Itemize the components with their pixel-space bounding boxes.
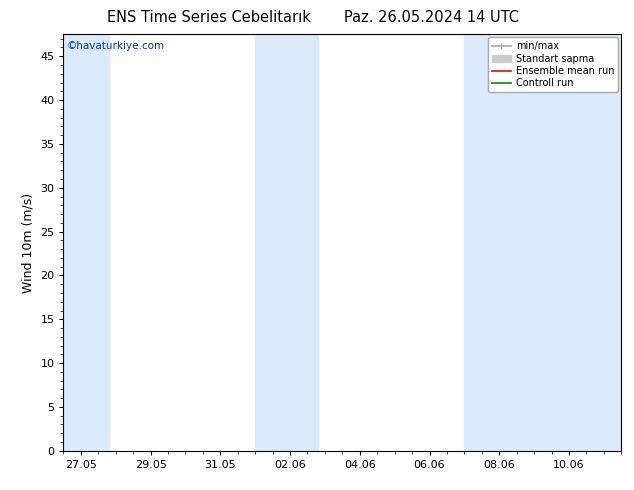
Bar bbox=[464, 34, 621, 451]
Bar bbox=[255, 34, 318, 451]
Text: ENS Time Series Cebelitarık: ENS Time Series Cebelitarık bbox=[107, 10, 311, 25]
Text: Paz. 26.05.2024 14 UTC: Paz. 26.05.2024 14 UTC bbox=[344, 10, 519, 25]
Bar bbox=[63, 34, 109, 451]
Text: ©havaturkiye.com: ©havaturkiye.com bbox=[66, 41, 164, 50]
Legend: min/max, Standart sapma, Ensemble mean run, Controll run: min/max, Standart sapma, Ensemble mean r… bbox=[488, 37, 618, 92]
Y-axis label: Wind 10m (m/s): Wind 10m (m/s) bbox=[22, 193, 35, 293]
